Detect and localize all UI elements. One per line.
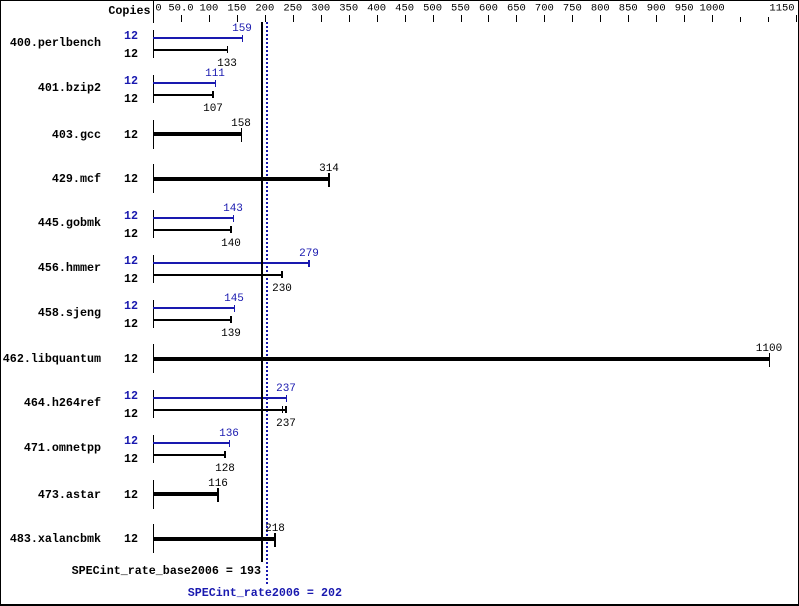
svg-text:12: 12 bbox=[124, 317, 138, 331]
svg-text:456.hmmer: 456.hmmer bbox=[38, 261, 101, 275]
svg-text:12: 12 bbox=[124, 532, 138, 546]
svg-text:500: 500 bbox=[423, 3, 442, 15]
svg-text:133: 133 bbox=[217, 58, 237, 70]
svg-text:12: 12 bbox=[124, 74, 138, 88]
svg-text:250: 250 bbox=[283, 3, 302, 15]
svg-text:279: 279 bbox=[299, 248, 319, 260]
svg-text:471.omnetpp: 471.omnetpp bbox=[24, 441, 101, 455]
svg-text:12: 12 bbox=[124, 272, 138, 286]
svg-text:12: 12 bbox=[124, 254, 138, 268]
svg-text:150: 150 bbox=[227, 3, 246, 15]
svg-text:12: 12 bbox=[124, 209, 138, 223]
svg-text:1150: 1150 bbox=[769, 3, 794, 15]
svg-text:12: 12 bbox=[124, 488, 138, 502]
svg-text:464.h264ref: 464.h264ref bbox=[24, 396, 101, 410]
svg-text:SPECint_rate_base2006 = 193: SPECint_rate_base2006 = 193 bbox=[72, 564, 261, 578]
svg-text:12: 12 bbox=[124, 434, 138, 448]
svg-text:429.mcf: 429.mcf bbox=[52, 172, 101, 186]
svg-text:159: 159 bbox=[232, 23, 252, 35]
svg-text:12: 12 bbox=[124, 352, 138, 366]
svg-text:230: 230 bbox=[272, 283, 292, 295]
svg-text:145: 145 bbox=[224, 293, 244, 305]
svg-text:107: 107 bbox=[203, 103, 223, 115]
svg-text:800: 800 bbox=[591, 3, 610, 15]
svg-text:200: 200 bbox=[255, 3, 274, 15]
svg-text:218: 218 bbox=[265, 523, 285, 535]
svg-text:12: 12 bbox=[124, 227, 138, 241]
svg-text:0: 0 bbox=[155, 3, 161, 15]
svg-text:128: 128 bbox=[215, 463, 235, 475]
svg-text:483.xalancbmk: 483.xalancbmk bbox=[10, 532, 101, 546]
svg-text:136: 136 bbox=[219, 428, 239, 440]
svg-text:12: 12 bbox=[124, 299, 138, 313]
svg-text:403.gcc: 403.gcc bbox=[52, 128, 101, 142]
svg-text:12: 12 bbox=[124, 389, 138, 403]
svg-text:50.0: 50.0 bbox=[168, 3, 193, 15]
svg-text:12: 12 bbox=[124, 452, 138, 466]
svg-text:550: 550 bbox=[451, 3, 470, 15]
svg-text:1100: 1100 bbox=[756, 343, 782, 355]
svg-text:111: 111 bbox=[205, 68, 225, 80]
svg-text:450: 450 bbox=[395, 3, 414, 15]
svg-text:900: 900 bbox=[647, 3, 666, 15]
svg-text:Copies: Copies bbox=[108, 4, 150, 18]
svg-text:12: 12 bbox=[124, 172, 138, 186]
svg-text:300: 300 bbox=[311, 3, 330, 15]
svg-text:140: 140 bbox=[221, 238, 241, 250]
svg-text:237: 237 bbox=[276, 383, 296, 395]
svg-text:401.bzip2: 401.bzip2 bbox=[38, 81, 101, 95]
svg-text:750: 750 bbox=[563, 3, 582, 15]
svg-text:950: 950 bbox=[675, 3, 694, 15]
svg-text:445.gobmk: 445.gobmk bbox=[38, 216, 101, 230]
svg-text:12: 12 bbox=[124, 407, 138, 421]
svg-text:12: 12 bbox=[124, 29, 138, 43]
svg-text:314: 314 bbox=[319, 163, 339, 175]
svg-text:400: 400 bbox=[367, 3, 386, 15]
svg-text:400.perlbench: 400.perlbench bbox=[10, 36, 101, 50]
svg-text:139: 139 bbox=[221, 328, 241, 340]
svg-text:850: 850 bbox=[619, 3, 638, 15]
svg-text:350: 350 bbox=[339, 3, 358, 15]
svg-text:237: 237 bbox=[276, 418, 296, 430]
svg-text:650: 650 bbox=[507, 3, 526, 15]
svg-text:143: 143 bbox=[223, 203, 243, 215]
svg-text:100: 100 bbox=[199, 3, 218, 15]
svg-text:473.astar: 473.astar bbox=[38, 488, 101, 502]
svg-text:12: 12 bbox=[124, 92, 138, 106]
svg-text:12: 12 bbox=[124, 128, 138, 142]
svg-text:SPECint_rate2006 = 202: SPECint_rate2006 = 202 bbox=[188, 586, 342, 600]
svg-text:700: 700 bbox=[535, 3, 554, 15]
svg-text:116: 116 bbox=[208, 478, 228, 490]
svg-text:12: 12 bbox=[124, 47, 138, 61]
svg-text:458.sjeng: 458.sjeng bbox=[38, 306, 101, 320]
svg-text:462.libquantum: 462.libquantum bbox=[3, 352, 101, 366]
svg-text:158: 158 bbox=[231, 118, 251, 130]
svg-text:1000: 1000 bbox=[699, 3, 724, 15]
svg-text:600: 600 bbox=[479, 3, 498, 15]
